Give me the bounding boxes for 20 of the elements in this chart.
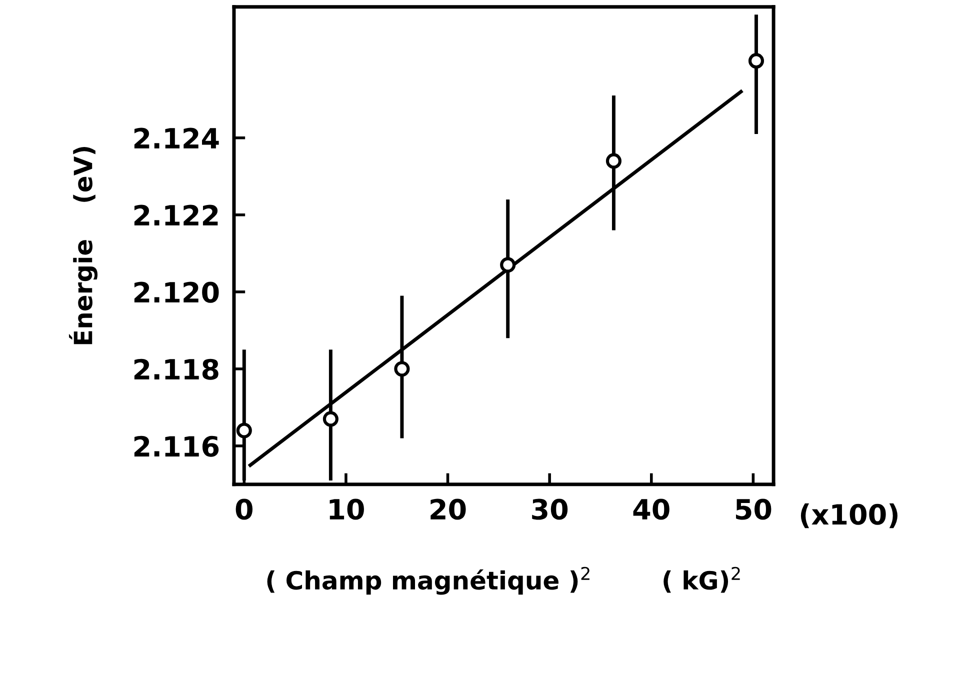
y-tick-label: 2.120 — [134, 282, 219, 303]
x-tick-label: 40 — [633, 498, 670, 520]
point — [606, 153, 622, 169]
point — [236, 422, 252, 438]
y-tick-label: 2.122 — [134, 204, 218, 226]
y-tick-label: 2.124 — [134, 128, 219, 148]
point — [394, 361, 410, 377]
text: ( Champ magnétique )$^{2}$ ( kG)$^{2}$ — [267, 566, 740, 595]
x-tick-label: 20 — [430, 498, 466, 520]
x-tick-label: 10 — [330, 498, 364, 520]
x-tick-label: 0 — [236, 498, 252, 520]
text: (x100) — [800, 503, 898, 528]
y-tick-label: 2.116 — [134, 436, 219, 457]
point — [500, 257, 516, 273]
x-tick-label: 50 — [736, 498, 772, 520]
x-tick-label: 30 — [532, 498, 568, 520]
point — [748, 53, 764, 69]
y-tick-label: 2.118 — [134, 358, 218, 380]
y-axis-title: Énergie (eV) — [68, 147, 98, 344]
point — [322, 411, 338, 427]
